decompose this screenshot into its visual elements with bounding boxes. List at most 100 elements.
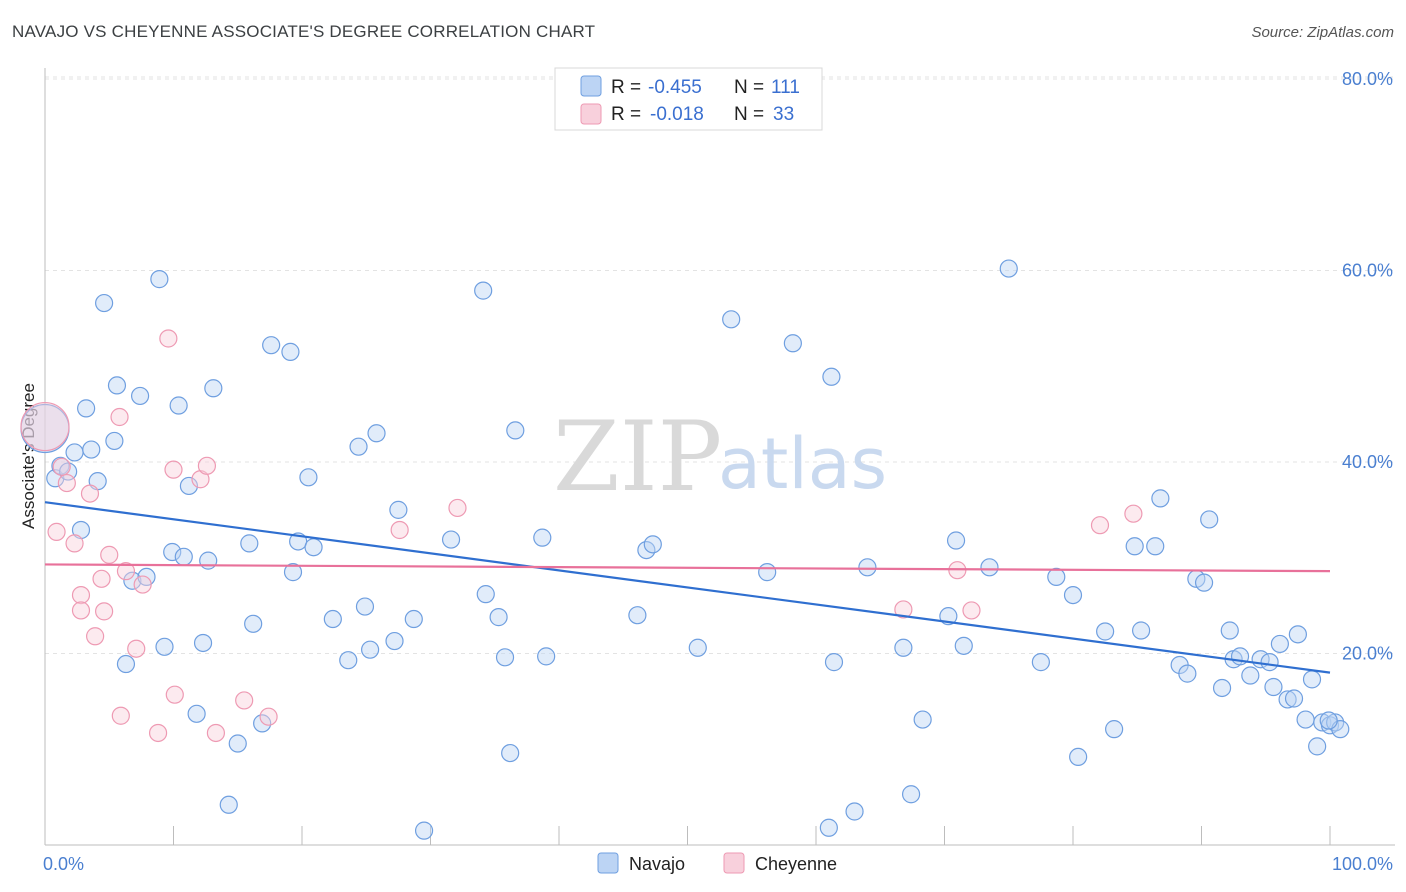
navajo-point	[355, 597, 375, 616]
navajo-point	[1178, 664, 1197, 683]
navajo-point	[533, 528, 552, 547]
cheyenne-point	[71, 601, 91, 620]
navajo-point	[901, 785, 921, 804]
chart-title: NAVAJO VS CHEYENNE ASSOCIATE'S DEGREE CO…	[12, 22, 596, 41]
navajo-point	[65, 443, 84, 462]
navajo-point	[441, 530, 461, 549]
cheyenne-point	[164, 460, 183, 479]
watermark: ZIP atlas	[553, 401, 887, 513]
cheyenne-point	[57, 473, 76, 493]
navajo-point	[404, 609, 423, 629]
navajo-point	[537, 647, 556, 666]
y-tick-label: 80.0%	[1342, 69, 1393, 89]
cheyenne-point	[1090, 516, 1110, 535]
navajo-point	[1151, 489, 1170, 508]
watermark-atlas: atlas	[718, 423, 887, 505]
cheyenne-point	[20, 401, 70, 452]
watermark-zip: ZIP	[553, 401, 722, 513]
navajo-point	[1308, 737, 1327, 756]
navajo-point	[244, 614, 263, 633]
navajo-point	[77, 399, 96, 418]
navajo-point	[1284, 689, 1304, 708]
navajo-point	[1146, 537, 1165, 556]
navajo-point	[858, 558, 877, 577]
navajo-point	[179, 476, 199, 496]
navajo-point	[783, 334, 802, 353]
navajo-point	[339, 651, 358, 670]
x-tick-label-max: 100.0%	[1332, 854, 1393, 874]
navajo-point	[1069, 747, 1088, 767]
navajo-point	[107, 376, 127, 395]
navajo-point	[1270, 634, 1289, 654]
cheyenne-point	[52, 457, 71, 476]
cheyenne-point	[86, 627, 105, 646]
navajo-point	[116, 654, 136, 674]
cheyenne-point	[100, 545, 119, 564]
trend-lines	[44, 501, 1331, 674]
cheyenne-legend-label: Cheyenne	[755, 854, 837, 874]
navajo-point	[253, 714, 272, 733]
navajo-point	[123, 571, 142, 590]
navajo-point	[643, 535, 662, 554]
navajo-point	[1031, 653, 1050, 672]
navajo-point	[1212, 678, 1232, 698]
navajo-point	[1288, 625, 1307, 644]
navajo-point	[1096, 622, 1115, 641]
navajo-point	[414, 821, 434, 840]
cheyenne-point	[111, 706, 130, 725]
cheyenne-r-value: -0.018	[650, 104, 704, 125]
navajo-point	[1063, 585, 1083, 605]
navajo-point	[1319, 711, 1338, 730]
cheyenne-point	[95, 602, 114, 621]
navajo-point	[385, 631, 404, 651]
navajo-point	[506, 421, 525, 440]
navajo-point	[1200, 510, 1219, 529]
cheyenne-point	[71, 585, 91, 605]
cheyenne-n-value: 33	[773, 104, 794, 125]
navajo-point	[822, 367, 841, 386]
cheyenne-point	[448, 498, 467, 518]
navajo-point	[174, 547, 193, 566]
navajo-n-label: N =	[734, 77, 764, 98]
cheyenne-point	[47, 522, 66, 541]
cheyenne-point	[133, 575, 152, 594]
cheyenne-point	[1124, 504, 1143, 523]
navajo-point	[349, 437, 368, 456]
cheyenne-trend-line	[44, 563, 1331, 573]
cheyenne-point	[80, 484, 100, 503]
navajo-point	[95, 293, 114, 313]
cheyenne-point	[116, 562, 136, 581]
navajo-point	[283, 563, 303, 582]
navajo-point	[758, 563, 777, 582]
cheyenne-point	[197, 456, 217, 475]
x-tick-labels: 0.0% 100.0%	[43, 854, 1393, 874]
navajo-point	[1105, 720, 1124, 739]
navajo-point	[1132, 621, 1151, 640]
navajo-point	[150, 270, 169, 289]
cheyenne-r-label: R =	[611, 104, 641, 125]
cheyenne-point	[110, 407, 129, 427]
x-tick-label-min: 0.0%	[43, 854, 84, 874]
cheyenne-point	[159, 329, 178, 348]
cheyenne-point	[65, 534, 84, 553]
navajo-point	[1125, 537, 1144, 556]
cheyenne-points	[20, 329, 1143, 743]
navajo-n-value: 111	[771, 77, 800, 98]
source-label: Source: ZipAtlas.com	[1251, 24, 1394, 41]
navajo-point	[228, 734, 247, 753]
navajo-point	[1241, 666, 1260, 685]
navajo-legend-label: Navajo	[629, 854, 685, 874]
navajo-point	[845, 802, 864, 821]
navajo-point	[367, 424, 386, 443]
y-tick-label: 60.0%	[1342, 261, 1393, 281]
navajo-point	[299, 468, 318, 487]
navajo-point	[155, 637, 174, 656]
navajo-point	[1302, 670, 1322, 689]
navajo-point	[1264, 677, 1283, 697]
cheyenne-legend-swatch	[723, 852, 745, 874]
navajo-point	[946, 531, 966, 550]
y-tick-labels: 20.0% 40.0% 60.0% 80.0%	[1342, 69, 1393, 664]
navajo-point	[1260, 653, 1279, 672]
y-axis-label: Associate's Degree	[19, 383, 38, 529]
